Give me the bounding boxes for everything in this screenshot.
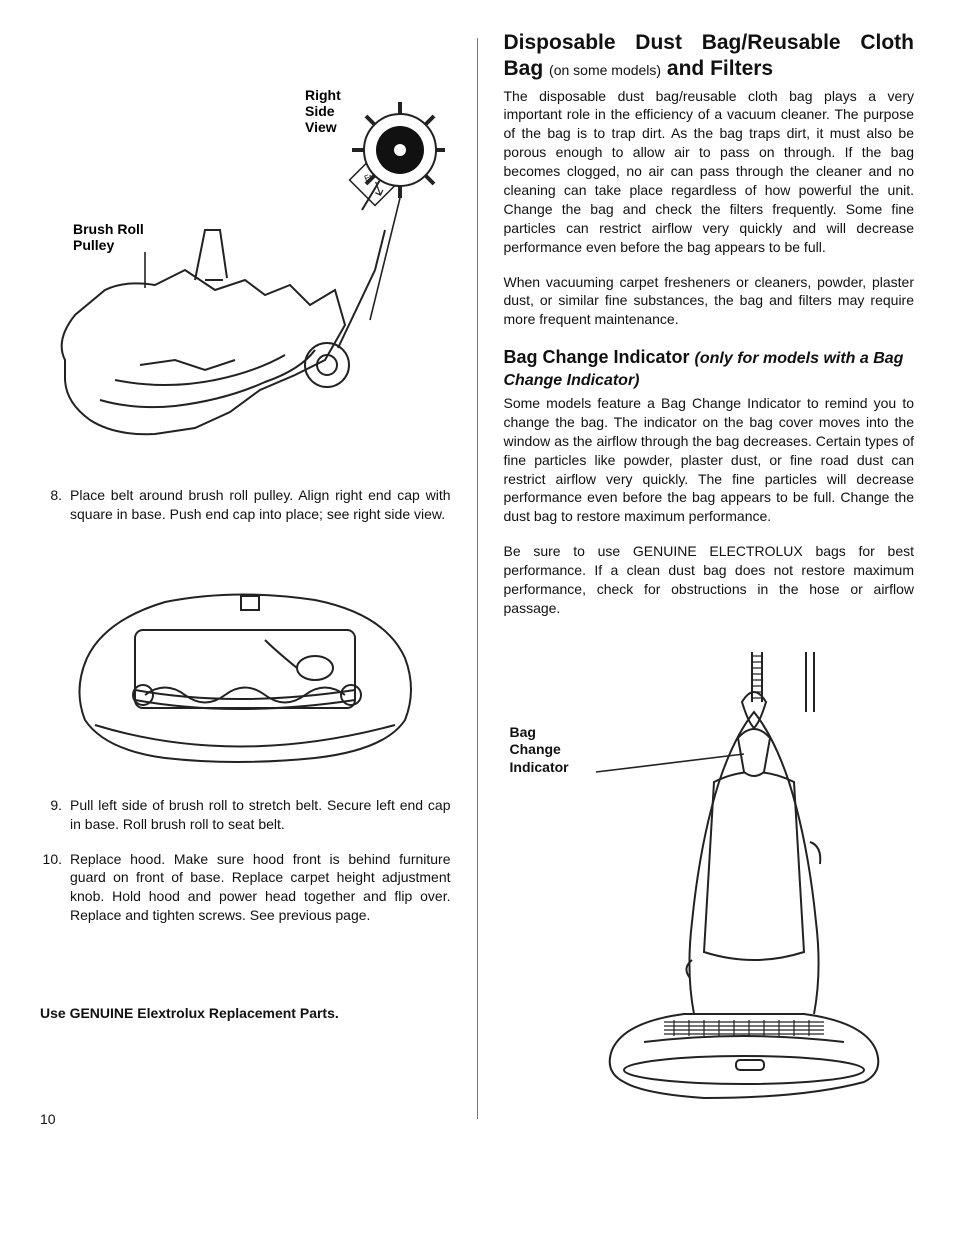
step-10-number: 10. [40, 850, 62, 926]
step-8-text: Place belt around brush roll pulley. Ali… [70, 486, 451, 524]
step-9-text: Pull left side of brush roll to stretch … [70, 796, 451, 834]
page-number: 10 [40, 1111, 451, 1127]
two-column-layout: Front [40, 30, 914, 1127]
section-title-dust-bag: Disposable Dust Bag/Reusable Cloth Bag (… [504, 30, 915, 83]
paragraph-3: Some models feature a Bag Change Indicat… [504, 394, 915, 526]
paragraph-2: When vacuuming carpet fresheners or clea… [504, 273, 915, 330]
genuine-parts-note: Use GENUINE Elextrolux Replacement Parts… [40, 1005, 451, 1021]
h2-main: Bag Change Indicator [504, 347, 690, 367]
figure-bag-change-indicator: BagChangeIndicator [504, 642, 915, 1117]
step-9: 9. Pull left side of brush roll to stret… [40, 796, 451, 834]
step-8: 8. Place belt around brush roll pulley. … [40, 486, 451, 524]
title-part-b: and Filters [667, 57, 773, 80]
label-right-side-view: Right Side View [305, 87, 345, 135]
label-brush-roll-pulley: Brush Roll Pulley [73, 221, 148, 253]
step-10: 10. Replace hood. Make sure hood front i… [40, 850, 451, 926]
page: Front [0, 0, 954, 1147]
title-note: (on some models) [549, 62, 661, 78]
figure-base-top [65, 540, 425, 780]
figure-right-side-view: Front [45, 30, 445, 470]
step-8-number: 8. [40, 486, 62, 524]
paragraph-1: The disposable dust bag/reusable cloth b… [504, 87, 915, 257]
right-column: Disposable Dust Bag/Reusable Cloth Bag (… [504, 30, 915, 1127]
left-column: Front [40, 30, 451, 1127]
column-divider [477, 38, 478, 1119]
step-10-text: Replace hood. Make sure hood front is be… [70, 850, 451, 926]
paragraph-4: Be sure to use GENUINE ELECTROLUX bags f… [504, 542, 915, 618]
label-bag-change-indicator: BagChangeIndicator [510, 724, 600, 777]
step-9-number: 9. [40, 796, 62, 834]
section-title-bag-change: Bag Change Indicator (only for models wi… [504, 347, 915, 390]
